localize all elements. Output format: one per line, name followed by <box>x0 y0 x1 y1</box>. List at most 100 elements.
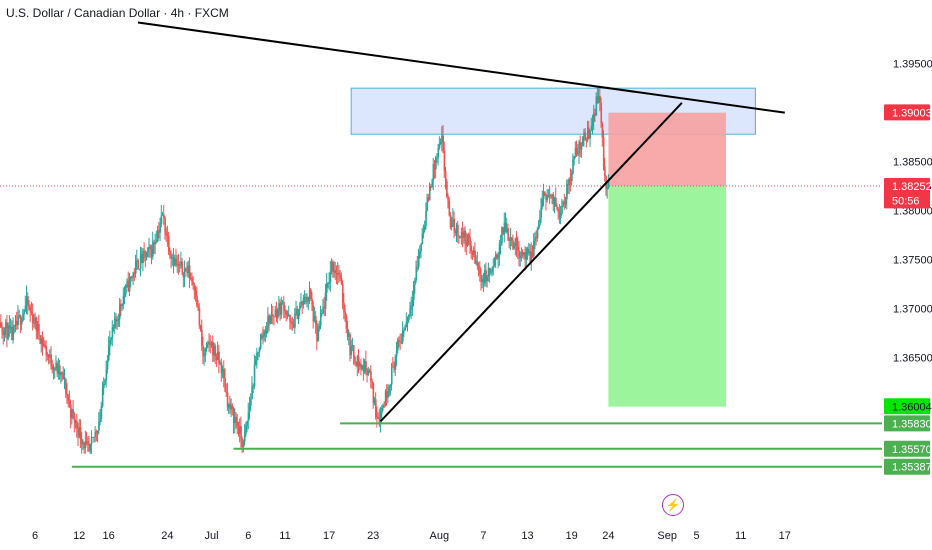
candle-body <box>500 242 502 245</box>
candle <box>230 398 233 418</box>
candle-body <box>520 251 523 256</box>
candle-body <box>403 330 405 332</box>
candle-body <box>281 301 284 303</box>
candle-body <box>376 417 378 419</box>
candle <box>569 168 572 192</box>
candle-body <box>569 178 572 182</box>
candle-body <box>454 230 457 234</box>
candle <box>513 242 516 250</box>
lightning-icon[interactable]: ⚡ <box>662 494 684 516</box>
candle-body <box>372 383 375 403</box>
candle-body <box>457 224 459 236</box>
candle-body <box>384 391 387 406</box>
candle-body <box>277 310 279 319</box>
candle-body <box>393 366 396 370</box>
candle-body <box>400 341 403 343</box>
candle-body <box>192 281 195 285</box>
candle-body <box>417 254 420 268</box>
candle-body <box>95 431 98 433</box>
candle-body <box>514 237 517 246</box>
candle-body <box>311 299 313 306</box>
candle-body <box>381 407 383 413</box>
candle-body <box>359 363 361 367</box>
candle <box>2 326 5 345</box>
candle <box>326 272 328 301</box>
candle <box>332 259 334 278</box>
candle-body <box>268 316 271 324</box>
candle-body <box>531 251 534 257</box>
candle-body <box>132 272 135 278</box>
candle <box>116 315 119 330</box>
candle <box>481 275 484 289</box>
candle <box>213 341 215 362</box>
candle <box>241 436 244 454</box>
candle <box>413 280 415 307</box>
candle-body <box>8 325 11 329</box>
candle <box>324 283 327 317</box>
candle-body <box>588 127 590 139</box>
candle-body <box>535 237 538 239</box>
candle-body <box>12 326 15 340</box>
candle <box>242 439 245 453</box>
candle <box>90 430 93 454</box>
candle-body <box>515 237 518 247</box>
candle-body <box>175 258 177 265</box>
candle-body <box>256 352 258 361</box>
candle-body <box>399 341 402 343</box>
candle <box>356 354 359 377</box>
candle-body <box>487 267 490 277</box>
candle-body <box>421 233 424 244</box>
candle-body <box>5 322 7 329</box>
candle <box>454 228 457 237</box>
candle-body <box>316 324 318 342</box>
candle-body <box>225 391 228 393</box>
candle-body <box>44 345 46 347</box>
candle-body <box>544 191 546 195</box>
candle <box>76 413 78 438</box>
candle <box>152 231 154 260</box>
candle-body <box>40 338 43 344</box>
candle-body <box>181 261 184 273</box>
candle <box>250 393 252 411</box>
candle <box>78 419 81 439</box>
candle-body <box>272 314 274 317</box>
candle <box>349 332 351 362</box>
candle-body <box>245 425 247 434</box>
candle <box>93 436 95 443</box>
candle <box>464 226 467 252</box>
candle-body <box>476 261 479 266</box>
candle-body <box>350 346 353 355</box>
candle <box>66 383 68 404</box>
candle <box>286 310 289 320</box>
candle-body <box>79 427 82 440</box>
candle <box>191 272 193 286</box>
candle <box>341 280 344 310</box>
candle-body <box>148 246 151 248</box>
candle <box>203 347 206 366</box>
candle <box>370 365 372 389</box>
candle-body <box>264 330 267 334</box>
candle <box>301 300 304 315</box>
candle <box>70 399 72 429</box>
candle <box>243 424 246 446</box>
candle-body <box>142 250 144 264</box>
candle <box>335 265 338 285</box>
candle-body <box>448 200 451 216</box>
candle <box>430 183 432 191</box>
candle <box>269 314 272 325</box>
candle-body <box>209 343 212 346</box>
candle-body <box>67 395 70 402</box>
candle-body <box>390 366 393 385</box>
candle-body <box>219 362 222 364</box>
candle-body <box>549 194 551 197</box>
candle-body <box>93 436 95 438</box>
candle-body <box>416 266 419 268</box>
candle-body <box>332 262 334 272</box>
candle <box>322 298 324 315</box>
candle <box>21 316 23 331</box>
candle <box>375 392 377 420</box>
candle-body <box>353 345 355 357</box>
candle <box>264 325 267 343</box>
